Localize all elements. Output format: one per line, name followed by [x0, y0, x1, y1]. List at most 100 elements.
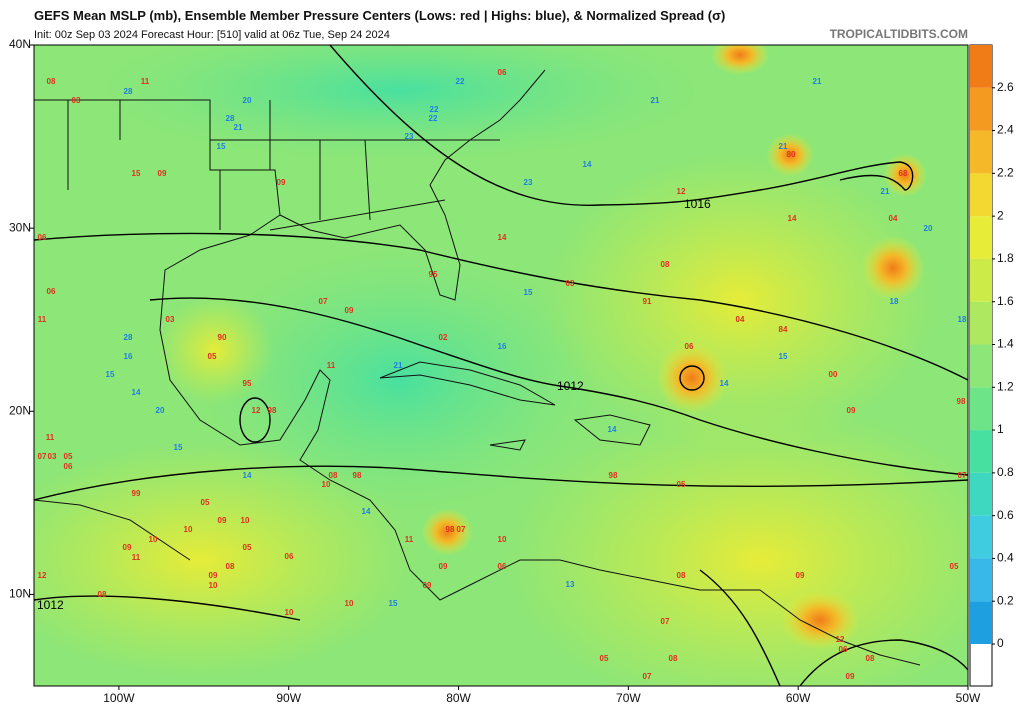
high-center: 18: [958, 315, 967, 324]
axes: 100W 90W 80W 70W 60W 50W 40N 30N 20N 10N: [9, 37, 981, 705]
low-center: 08: [669, 654, 678, 663]
low-center: 07: [661, 617, 670, 626]
low-center: 06: [685, 342, 694, 351]
high-center: 16: [124, 352, 133, 361]
low-center: 06: [498, 68, 507, 77]
colorbar-bin: [970, 601, 992, 644]
isobar: [329, 45, 914, 206]
map-frame: [33, 44, 969, 687]
low-center: 98: [268, 406, 277, 415]
high-center: 20: [924, 224, 933, 233]
colorbar-bin: [970, 472, 992, 516]
high-center: 14: [583, 160, 592, 169]
low-center: 80: [787, 150, 796, 159]
colorbar-tick-label: 1: [997, 422, 1004, 436]
isobar: [34, 569, 968, 686]
low-center: 11: [405, 535, 414, 544]
low-center: 08: [661, 260, 670, 269]
high-center: 28: [124, 333, 133, 342]
state-borders: [67, 100, 500, 231]
high-center: 15: [217, 142, 226, 151]
isobar: [34, 465, 968, 501]
y-tick-label: 20N: [9, 403, 31, 417]
high-center: 14: [243, 471, 252, 480]
high-center: 28: [226, 114, 235, 123]
high-center: 21: [394, 361, 403, 370]
coastline: [159, 214, 921, 666]
low-center: 09: [846, 672, 855, 681]
low-center: 95: [429, 270, 438, 279]
low-center: 06: [498, 562, 507, 571]
low-center: 09: [218, 516, 227, 525]
low-center: 00: [829, 370, 838, 379]
colorbar-tick-label: 0.2: [997, 593, 1014, 607]
low-center: 10: [345, 599, 354, 608]
coastline: [379, 361, 556, 406]
colorbar-bin: [970, 515, 992, 559]
low-center: 14: [788, 214, 797, 223]
low-center: 11: [132, 553, 141, 562]
x-tick-label: 90W: [276, 691, 301, 705]
x-tick-label: 50W: [956, 691, 981, 705]
spread-blob: [421, 508, 473, 556]
colorbar-bin: [970, 387, 992, 431]
spread-blob: [710, 45, 770, 75]
low-center: 98: [446, 525, 455, 534]
low-center: 08: [226, 562, 235, 571]
low-center: 06: [38, 233, 47, 242]
pressure-centers: 08 11 03 15 09 09 12 14 04 68 80 06 14 08 03 91 04 84 06 11…: [38, 68, 967, 681]
high-center: 14: [608, 425, 617, 434]
low-center: 11: [46, 433, 55, 442]
low-center: 10: [498, 535, 507, 544]
low-center: 07: [319, 297, 328, 306]
colorbar-bin: [970, 173, 992, 217]
colorbar-tick-label: 2.6: [997, 80, 1014, 94]
spread-blob: [780, 590, 860, 650]
low-center: 09: [439, 562, 448, 571]
low-center: 05: [64, 452, 73, 461]
low-center: 03: [566, 279, 575, 288]
contour-label: 1012: [557, 379, 584, 393]
high-center: 15: [524, 288, 533, 297]
low-center: 04: [889, 214, 898, 223]
high-center: 15: [779, 352, 788, 361]
low-center: 15: [132, 169, 141, 178]
spread-blob: [540, 150, 940, 450]
spread-blob: [766, 133, 814, 177]
colorbar-tick-label: 0.4: [997, 551, 1014, 565]
title: GEFS Mean MSLP (mb), Ensemble Member Pre…: [34, 8, 725, 23]
high-center: 21: [881, 187, 890, 196]
high-center: 20: [243, 96, 252, 105]
high-center: 15: [106, 370, 115, 379]
low-center: 09: [345, 306, 354, 315]
low-center: 10: [209, 581, 218, 590]
low-center: 07: [457, 525, 466, 534]
spread-blob: [656, 342, 728, 414]
colorbar-bin: [970, 87, 992, 131]
x-tick-label: 100W: [103, 691, 135, 705]
contour-label: 1016: [684, 197, 711, 211]
low-center: 08: [329, 471, 338, 480]
low-center: 09: [796, 571, 805, 580]
low-center: 09: [123, 543, 132, 552]
low-center: 68: [899, 169, 908, 178]
high-center: 21: [779, 142, 788, 151]
low-center: 05: [950, 562, 959, 571]
source: TROPICALTIDBITS.COM: [830, 27, 968, 41]
low-center: 07: [38, 452, 47, 461]
high-center: 21: [813, 77, 822, 86]
low-center: 98: [353, 471, 362, 480]
low-center: 09: [277, 178, 286, 187]
colorbar-tick-label: 1.6: [997, 294, 1014, 308]
colorbar-bin: [970, 130, 992, 174]
high-center: 21: [234, 123, 243, 132]
low-center: 05: [201, 498, 210, 507]
colorbar-tick-label: 1.8: [997, 251, 1014, 265]
low-center: 10: [149, 535, 158, 544]
spread-blob: [883, 153, 927, 197]
high-center: 22: [429, 114, 438, 123]
high-center: 23: [405, 132, 414, 141]
high-center: 22: [430, 105, 439, 114]
high-center: 14: [132, 388, 141, 397]
spread-blob: [155, 295, 275, 405]
